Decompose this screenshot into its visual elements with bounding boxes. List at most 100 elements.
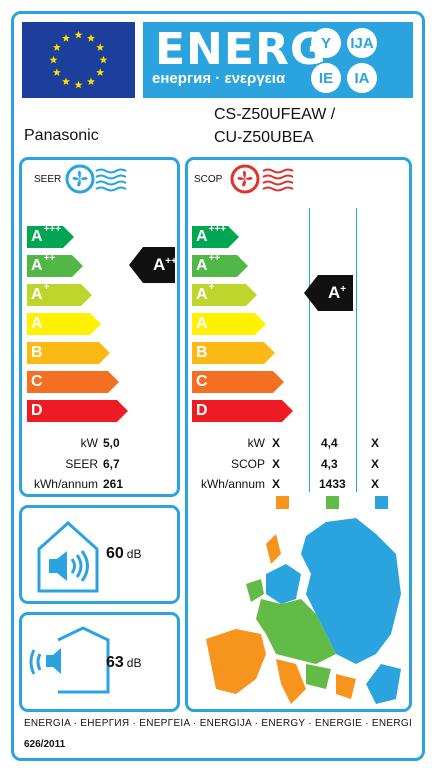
eu-star-icon bbox=[62, 77, 70, 86]
seer-class-bar: A ++ bbox=[27, 253, 83, 277]
energy-subtitle: енергия · ενεργεια bbox=[152, 70, 286, 87]
scop-column-divider-1 bbox=[309, 208, 310, 492]
cooling-fan-icon bbox=[64, 163, 136, 200]
scop-class-bar: C bbox=[192, 371, 284, 393]
scop-row-label-scop: SCOP bbox=[230, 457, 265, 471]
seer-row-label-kwh: kWh/annum bbox=[33, 477, 98, 491]
scop-column-divider-2 bbox=[356, 208, 357, 492]
seer-class-letter: A bbox=[31, 315, 43, 332]
seer-row-value-kw: 5,0 bbox=[103, 436, 120, 450]
seer-row-label-kw: kW bbox=[80, 436, 98, 450]
seer-class-bar: D bbox=[27, 400, 128, 422]
scop-class-bar: B bbox=[192, 342, 275, 364]
indoor-noise-panel bbox=[19, 505, 180, 604]
seer-class-plus: +++ bbox=[43, 224, 62, 235]
outdoor-speaker-icon bbox=[28, 626, 110, 701]
eu-star-icon bbox=[52, 68, 61, 76]
language-badge-y: Y bbox=[311, 28, 341, 58]
indoor-noise-number: 60 bbox=[106, 545, 124, 562]
seer-class-bar: C bbox=[27, 371, 119, 393]
eu-flag-icon bbox=[22, 22, 135, 98]
energy-word: ENERG bbox=[155, 24, 327, 75]
seer-rating-arrow: A ++ bbox=[129, 247, 177, 283]
scop-class-letter: C bbox=[196, 373, 208, 390]
eu-star-icon bbox=[87, 34, 95, 42]
scop-scop-colder: X bbox=[371, 457, 380, 471]
model-indoor: CS-Z50UFEAW / bbox=[214, 106, 336, 123]
scop-title: SCOP bbox=[194, 174, 223, 185]
seer-class-bar: A + bbox=[27, 282, 92, 306]
eu-star-icon bbox=[49, 55, 58, 64]
outdoor-noise-value: 63 dB bbox=[106, 654, 141, 672]
language-badge-ia: IA bbox=[347, 63, 377, 93]
scop-scop-warmer: X bbox=[272, 457, 281, 471]
model-outdoor: CU-Z50UBEA bbox=[214, 129, 314, 146]
scop-class-letter: D bbox=[196, 402, 208, 419]
scop-class-letter: A bbox=[196, 286, 208, 303]
scop-row-label-kwh: kWh/annum bbox=[200, 477, 265, 491]
scop-row-label-kw: kW bbox=[247, 436, 265, 450]
seer-class-bar: A +++ bbox=[27, 224, 74, 248]
label-frame bbox=[11, 11, 425, 761]
outdoor-noise-number: 63 bbox=[106, 654, 124, 671]
scop-class-plus: + bbox=[208, 282, 215, 293]
regulation-number: 626/2011 bbox=[24, 739, 66, 750]
seer-rating-letter: A bbox=[153, 255, 166, 274]
eu-star-icon bbox=[87, 77, 95, 86]
seer-row-label-seer: SEER bbox=[65, 457, 98, 471]
scop-kw-colder: X bbox=[371, 436, 380, 450]
seer-class-letter: A bbox=[31, 286, 43, 303]
seer-class-bar: B bbox=[27, 342, 110, 364]
indoor-noise-unit: dB bbox=[126, 547, 142, 561]
indoor-speaker-icon bbox=[36, 519, 100, 600]
scop-kwh-colder: X bbox=[371, 477, 380, 491]
zone-swatch-average bbox=[326, 496, 339, 509]
eu-star-icon bbox=[74, 80, 83, 89]
scop-class-letter: A bbox=[196, 257, 208, 274]
seer-title: SEER bbox=[34, 174, 62, 185]
scop-class-bar: A bbox=[192, 313, 266, 335]
scop-class-plus: +++ bbox=[208, 224, 227, 235]
outdoor-noise-unit: dB bbox=[126, 656, 142, 670]
seer-class-letter: A bbox=[31, 257, 43, 274]
scop-kw-warmer: X bbox=[272, 436, 281, 450]
scop-class-bar: A + bbox=[192, 282, 257, 306]
seer-row-value-seer: 6,7 bbox=[103, 457, 120, 471]
scop-class-bar: A +++ bbox=[192, 224, 239, 248]
scop-kwh-average: 1433 bbox=[319, 477, 346, 491]
europe-climate-zones-map-icon bbox=[206, 514, 406, 714]
seer-class-letter: D bbox=[31, 402, 43, 419]
seer-rating-plus: ++ bbox=[165, 255, 177, 267]
zone-swatch-colder bbox=[375, 496, 388, 509]
eu-star-icon bbox=[74, 30, 83, 39]
scop-kwh-warmer: X bbox=[272, 477, 281, 491]
eu-star-icon bbox=[96, 43, 105, 51]
seer-class-plus: + bbox=[43, 282, 50, 293]
scop-class-bar: A ++ bbox=[192, 253, 248, 277]
eu-star-icon bbox=[62, 34, 70, 42]
scop-class-letter: B bbox=[196, 344, 208, 361]
scop-scop-average: 4,3 bbox=[321, 457, 338, 471]
seer-class-bar: A bbox=[27, 313, 101, 335]
scop-class-plus: ++ bbox=[208, 253, 221, 264]
eu-star-icon bbox=[52, 43, 61, 51]
seer-class-letter: B bbox=[31, 344, 43, 361]
scop-class-bar: D bbox=[192, 400, 293, 422]
language-badge-ie: IE bbox=[311, 63, 341, 93]
scop-class-letter: A bbox=[196, 228, 208, 245]
language-badge-ija: IJA bbox=[347, 28, 377, 58]
scop-class-letter: A bbox=[196, 315, 208, 332]
seer-class-letter: C bbox=[31, 373, 43, 390]
zone-swatch-warmer bbox=[276, 496, 289, 509]
seer-class-letter: A bbox=[31, 228, 43, 245]
scop-rating-arrow: A + bbox=[304, 275, 353, 311]
scop-rating-plus: + bbox=[340, 283, 347, 295]
outdoor-noise-panel bbox=[19, 612, 180, 712]
eu-star-icon bbox=[96, 68, 105, 76]
seer-class-plus: ++ bbox=[43, 253, 56, 264]
supplier-name: Panasonic bbox=[24, 127, 99, 144]
scop-kw-average: 4,4 bbox=[321, 436, 338, 450]
footer-languages: ENERGIA · ЕНЕРГИЯ · ΕΝΕΡΓΕΙΑ · ENERGIJA … bbox=[23, 718, 413, 729]
scop-rating-letter: A bbox=[328, 283, 341, 302]
seer-row-value-kwh: 261 bbox=[103, 477, 124, 491]
